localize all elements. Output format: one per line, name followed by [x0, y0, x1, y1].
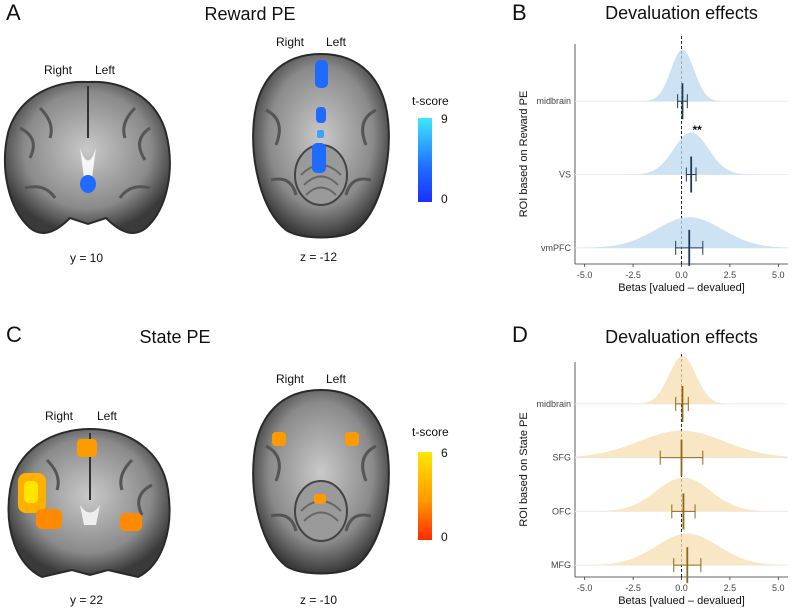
ridgeline-chart-state: Devaluation effects ROI based on State PE…	[518, 327, 788, 607]
colorbar-title: t-score	[412, 94, 449, 108]
orientation-left: Left	[326, 35, 347, 49]
y-axis-label: ROI based on State PE	[518, 412, 530, 526]
coordinate-label: z = -12	[300, 250, 338, 264]
category-label-OFC: OFC	[552, 506, 571, 516]
significance-annotation: **	[693, 123, 703, 137]
density-ridge-MFG	[575, 533, 788, 566]
density-ridge-midbrain	[575, 49, 788, 102]
category-label-midbrain: midbrain	[536, 399, 571, 409]
panel-letter-c: C	[6, 322, 22, 347]
x-tick-label: 0.0	[675, 583, 688, 593]
panel-letter-b: B	[512, 0, 527, 25]
colorbar-reward	[418, 118, 432, 202]
category-label-VS: VS	[559, 170, 571, 180]
colorbar-state	[418, 452, 432, 540]
x-tick-label: -2.5	[625, 583, 641, 593]
orientation-right: Right	[45, 409, 74, 423]
axial-brain-slice-state	[252, 388, 390, 575]
x-tick-label: -2.5	[625, 270, 641, 280]
activation-midbrain-blob	[80, 175, 96, 193]
x-tick-label: 5.0	[772, 583, 785, 593]
panel-letter-d: D	[512, 322, 528, 347]
category-label-vmPFC: vmPFC	[541, 243, 571, 253]
coronal-brain-slice-reward	[3, 80, 171, 234]
axial-brain-slice-reward	[252, 52, 390, 239]
colorbar-min: 0	[441, 530, 448, 544]
coordinate-label: y = 10	[70, 251, 104, 265]
category-label-MFG: MFG	[551, 560, 571, 570]
panel-letter-a: A	[6, 0, 21, 25]
x-tick-label: -5.0	[577, 583, 593, 593]
category-label-SFG: SFG	[552, 453, 571, 463]
density-ridge-OFC	[575, 477, 788, 512]
density-ridge-midbrain	[575, 356, 788, 404]
coordinate-label: z = -10	[300, 593, 338, 607]
orientation-left: Left	[97, 409, 118, 423]
colorbar-max: 9	[441, 112, 448, 126]
x-tick-label: 5.0	[772, 270, 785, 280]
orientation-right: Right	[276, 35, 305, 49]
x-tick-label: 2.5	[724, 270, 737, 280]
colorbar-max: 6	[441, 446, 448, 460]
panel-title-state-pe: State PE	[139, 327, 211, 347]
x-tick-label: 0.0	[675, 270, 688, 280]
x-tick-label: -5.0	[577, 270, 593, 280]
orientation-right: Right	[44, 63, 73, 77]
y-axis-label: ROI based on Reward PE	[518, 91, 530, 218]
density-ridge-vmPFC	[575, 217, 788, 248]
colorbar-min: 0	[441, 192, 448, 206]
density-ridge-VS	[575, 132, 788, 175]
ridgeline-chart-reward: Devaluation effects ROI based on Reward P…	[518, 3, 788, 294]
coronal-brain-slice-state	[7, 427, 171, 579]
coordinate-label: y = 22	[70, 593, 104, 607]
chart-title: Devaluation effects	[605, 3, 758, 23]
orientation-right: Right	[276, 372, 305, 386]
colorbar-title: t-score	[412, 425, 449, 439]
x-axis-label: Betas [valued – devalued]	[618, 282, 745, 294]
orientation-left: Left	[95, 63, 116, 77]
category-label-midbrain: midbrain	[536, 96, 571, 106]
panel-title-reward-pe: Reward PE	[204, 4, 296, 24]
orientation-left: Left	[326, 372, 347, 386]
x-axis-label: Betas [valued – devalued]	[618, 595, 745, 607]
chart-title: Devaluation effects	[605, 327, 758, 347]
x-tick-label: 2.5	[724, 583, 737, 593]
